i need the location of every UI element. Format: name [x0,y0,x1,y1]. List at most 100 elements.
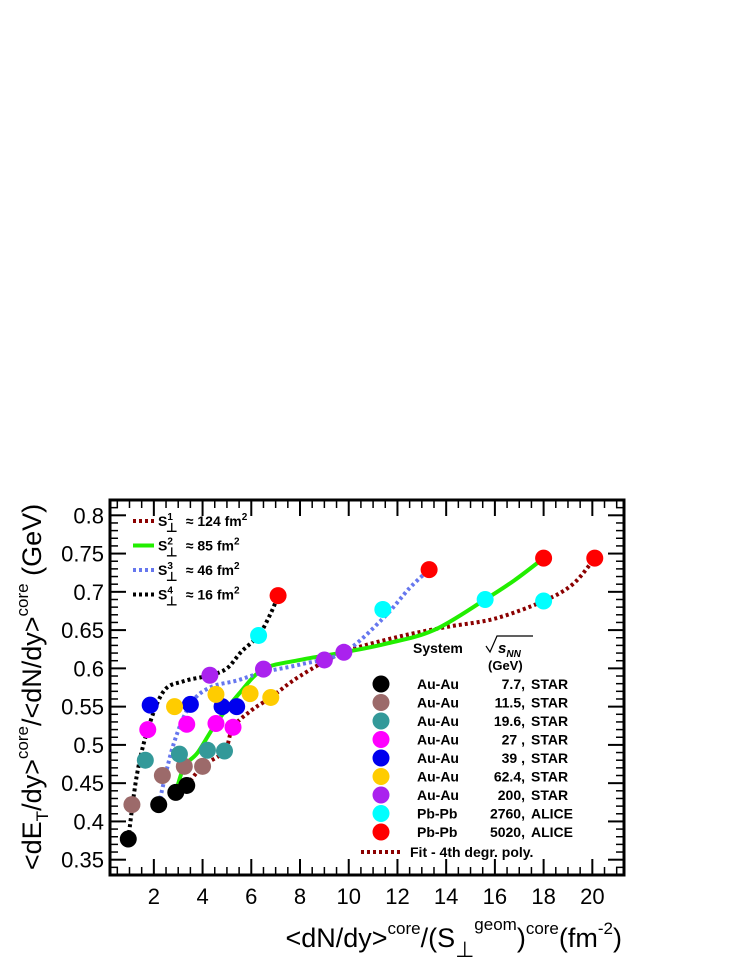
x-tick-label: 6 [245,884,257,909]
y-tick-label: 0.35 [61,848,104,873]
system-legend-marker [372,712,390,730]
system-legend-system: Au-Au [417,732,459,748]
system-legend-experiment: STAR [531,787,568,803]
system-legend-experiment: STAR [531,695,568,711]
curve-legend-label: S2 ⊥ ≈ 85 fm2 [158,537,240,560]
system-legend-system: Pb-Pb [417,824,457,840]
system-legend-experiment: STAR [531,769,568,785]
fit-legend-label: Fit - 4th degr. poly. [410,844,533,860]
system-rows: Au-Au 7.7, STAR Au-Au 11.5, STAR Au-Au 19.6, STA… [372,675,573,841]
curve-legend-label: S3 ⊥ ≈ 46 fm2 [158,561,240,584]
data-point-series-4 [141,696,159,714]
data-point-series-8 [535,549,553,567]
system-legend-experiment: STAR [531,732,568,748]
data-point-series-5 [262,688,280,706]
system-legend-marker [372,694,390,711]
system-legend-marker [372,731,390,748]
data-point-series-6 [335,643,353,661]
x-tick-label: 20 [580,884,604,909]
data-point-series-3 [139,721,157,739]
system-legend-energy: 11.5, [495,695,525,711]
data-point-series-0 [119,830,137,848]
system-legend-experiment: STAR [531,750,568,766]
data-point-series-7 [250,626,268,644]
x-tick-label: 8 [294,884,306,909]
y-tick-label: 0.5 [73,733,104,758]
system-legend-system: Au-Au [417,750,459,766]
y-tick-label: 0.65 [61,618,104,643]
x-tick-label: 4 [196,884,208,909]
system-legend-energy: 62.4, [494,769,525,785]
system-legend-energy: 5020, [490,824,525,840]
system-legend-experiment: STAR [531,676,568,692]
y-tick-label: 0.55 [61,695,104,720]
data-point-series-5 [207,685,225,703]
system-legend-energy: 19.6, [494,713,525,729]
system-legend-energy: 2760, [490,806,525,822]
data-point-series-1 [123,796,141,814]
data-point-series-3 [207,714,225,732]
system-legend-system: Au-Au [417,787,459,803]
system-legend-energy: 27 , [502,732,525,748]
data-point-series-0 [150,796,168,814]
system-legend-system: Au-Au [417,676,459,692]
system-legend-marker [372,805,390,822]
data-point-series-6 [201,666,219,684]
data-point-series-2 [136,751,154,769]
system-legend-energy: 7.7, [502,676,525,692]
system-legend-system: Au-Au [417,769,459,785]
y-tick-label: 0.7 [73,580,104,605]
x-tick-label: 14 [434,884,458,909]
svg-text:sNN: sNN [498,640,522,660]
data-point-series-5 [241,685,259,703]
energy-unit: (GeV) [488,658,523,673]
x-tick-label: 12 [385,884,409,909]
x-tick-label: 16 [483,884,507,909]
data-point-series-1 [153,767,171,785]
data-point-series-7 [535,592,553,610]
system-legend-marker [372,768,390,785]
data-point-series-3 [178,715,196,733]
system-legend-energy: 200, [498,787,525,803]
energy-header-sub: NN [506,649,521,660]
data-point-series-2 [170,745,188,763]
system-legend-system: Au-Au [417,713,459,729]
system-legend-marker [372,786,390,804]
plot-frame [108,498,626,877]
system-legend-system: Pb-Pb [417,806,457,822]
y-tick-label: 0.45 [61,771,104,796]
data-point-series-6 [315,651,333,669]
data-point-series-5 [166,698,184,716]
system-legend: System sNN (GeV) Au-Au 7.7, STAR Au-Au 11.5,… [361,635,573,860]
x-tick-label: 18 [531,884,555,909]
system-legend-marker [372,823,390,841]
system-legend-marker [372,749,390,767]
axis-ticks: 2 4 6 8 10 12 14 16 18 20 0.35 0.4 0.45 0.5 0.55 0.6 0.6… [61,499,624,909]
data-point-series-6 [254,660,272,678]
sqrt-sign-icon [485,635,533,654]
system-header: System [413,640,463,656]
y-tick-label: 0.75 [61,542,104,567]
system-legend-system: Au-Au [417,695,459,711]
y-tick-label: 0.4 [73,809,104,834]
data-point-series-8 [586,549,604,567]
data-points [119,549,604,848]
system-legend-experiment: ALICE [531,806,573,822]
system-legend-experiment: ALICE [531,824,573,840]
data-point-series-2 [198,741,216,759]
data-point-series-0 [178,776,196,794]
energy-header: s [498,640,506,657]
y-tick-label: 0.8 [73,503,104,528]
data-point-series-1 [194,757,212,775]
system-legend-marker [372,675,390,693]
x-tick-label: 2 [148,884,160,909]
data-point-series-4 [228,698,246,716]
data-point-series-4 [181,695,199,713]
data-point-series-2 [215,742,233,760]
curve-legend-label: S1 ⊥ ≈ 124 fm2 [158,512,248,535]
data-point-series-8 [420,561,438,579]
data-point-series-3 [224,718,242,736]
data-point-series-8 [269,587,287,605]
y-axis-label: <dET/dy>core/<dN/dy>core (GeV) [13,504,52,870]
